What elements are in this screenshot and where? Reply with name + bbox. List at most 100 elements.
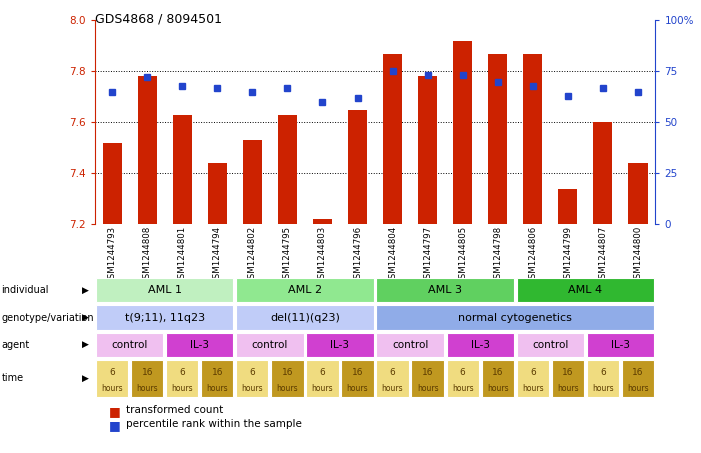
Text: AML 2: AML 2 (288, 285, 322, 295)
Bar (558, 188, 578, 224)
Bar (96, 360, 128, 397)
Bar (207, 163, 227, 224)
Text: hours: hours (102, 384, 123, 393)
Text: t(9;11), 11q23: t(9;11), 11q23 (125, 313, 205, 323)
Text: hours: hours (592, 384, 613, 393)
Bar (587, 333, 654, 357)
Text: IL-3: IL-3 (470, 340, 490, 350)
Text: hours: hours (627, 384, 648, 393)
Text: GSM1244793: GSM1244793 (108, 226, 116, 284)
Text: 6: 6 (390, 368, 395, 377)
Text: del(11)(q23): del(11)(q23) (270, 313, 340, 323)
Text: control: control (252, 340, 288, 350)
Text: GDS4868 / 8094501: GDS4868 / 8094501 (95, 13, 222, 26)
Text: GSM1244799: GSM1244799 (564, 226, 572, 284)
Bar (587, 360, 619, 397)
Text: hours: hours (277, 384, 298, 393)
Text: GSM1244803: GSM1244803 (318, 226, 327, 284)
Bar (593, 122, 613, 224)
Text: 6: 6 (320, 368, 325, 377)
Text: hours: hours (382, 384, 403, 393)
Text: 16: 16 (562, 368, 573, 377)
Bar (523, 53, 543, 224)
Text: hours: hours (522, 384, 543, 393)
Text: hours: hours (137, 384, 158, 393)
Bar (243, 140, 262, 224)
Text: AML 4: AML 4 (569, 285, 602, 295)
Bar (628, 163, 648, 224)
Bar (96, 333, 163, 357)
Text: GSM1244807: GSM1244807 (599, 226, 607, 284)
Text: GSM1244806: GSM1244806 (529, 226, 537, 284)
Text: control: control (392, 340, 428, 350)
Text: hours: hours (452, 384, 473, 393)
Text: 16: 16 (632, 368, 644, 377)
Text: hours: hours (207, 384, 228, 393)
Text: 6: 6 (179, 368, 185, 377)
Text: hours: hours (172, 384, 193, 393)
Text: agent: agent (1, 340, 29, 350)
Text: 6: 6 (250, 368, 255, 377)
Text: hours: hours (347, 384, 368, 393)
Text: GSM1244804: GSM1244804 (388, 226, 397, 284)
Text: 16: 16 (212, 368, 223, 377)
Text: GSM1244801: GSM1244801 (178, 226, 186, 284)
Text: 6: 6 (530, 368, 536, 377)
Text: GSM1244808: GSM1244808 (143, 226, 151, 284)
Bar (453, 41, 472, 224)
Text: ▶: ▶ (82, 313, 89, 322)
Text: percentile rank within the sample: percentile rank within the sample (126, 419, 302, 429)
Text: control: control (532, 340, 569, 350)
Bar (552, 360, 584, 397)
Text: 16: 16 (492, 368, 503, 377)
Text: GSM1244797: GSM1244797 (423, 226, 432, 284)
Bar (376, 305, 654, 330)
Text: control: control (111, 340, 148, 350)
Text: ▶: ▶ (82, 340, 89, 349)
Text: 16: 16 (352, 368, 363, 377)
Bar (137, 77, 157, 224)
Bar (278, 115, 297, 224)
Text: GSM1244794: GSM1244794 (213, 226, 222, 284)
Bar (96, 278, 233, 303)
Text: AML 1: AML 1 (148, 285, 182, 295)
Text: hours: hours (242, 384, 263, 393)
Text: IL-3: IL-3 (330, 340, 350, 350)
Bar (306, 360, 339, 397)
Text: normal cytogenetics: normal cytogenetics (458, 313, 572, 323)
Text: hours: hours (557, 384, 578, 393)
Bar (517, 333, 584, 357)
Bar (341, 360, 374, 397)
Text: AML 3: AML 3 (428, 285, 462, 295)
Text: GSM1244800: GSM1244800 (634, 226, 642, 284)
Bar (166, 360, 198, 397)
Bar (172, 115, 192, 224)
Text: GSM1244795: GSM1244795 (283, 226, 292, 284)
Bar (376, 333, 444, 357)
Bar (166, 333, 233, 357)
Text: 16: 16 (142, 368, 153, 377)
Text: transformed count: transformed count (126, 405, 224, 415)
Bar (271, 360, 304, 397)
Bar (418, 77, 437, 224)
Text: 6: 6 (460, 368, 465, 377)
Bar (517, 360, 549, 397)
Text: GSM1244796: GSM1244796 (353, 226, 362, 284)
Text: 6: 6 (109, 368, 115, 377)
Bar (411, 360, 444, 397)
Text: ■: ■ (109, 405, 121, 418)
Text: hours: hours (312, 384, 333, 393)
Bar (383, 53, 402, 224)
Text: 16: 16 (422, 368, 433, 377)
Text: 16: 16 (282, 368, 293, 377)
Bar (376, 278, 514, 303)
Text: GSM1244802: GSM1244802 (248, 226, 257, 284)
Bar (482, 360, 514, 397)
Text: hours: hours (417, 384, 438, 393)
Text: 6: 6 (600, 368, 606, 377)
Text: genotype/variation: genotype/variation (1, 313, 94, 323)
Bar (236, 333, 304, 357)
Text: ▶: ▶ (82, 286, 89, 295)
Text: IL-3: IL-3 (611, 340, 630, 350)
Bar (236, 360, 268, 397)
